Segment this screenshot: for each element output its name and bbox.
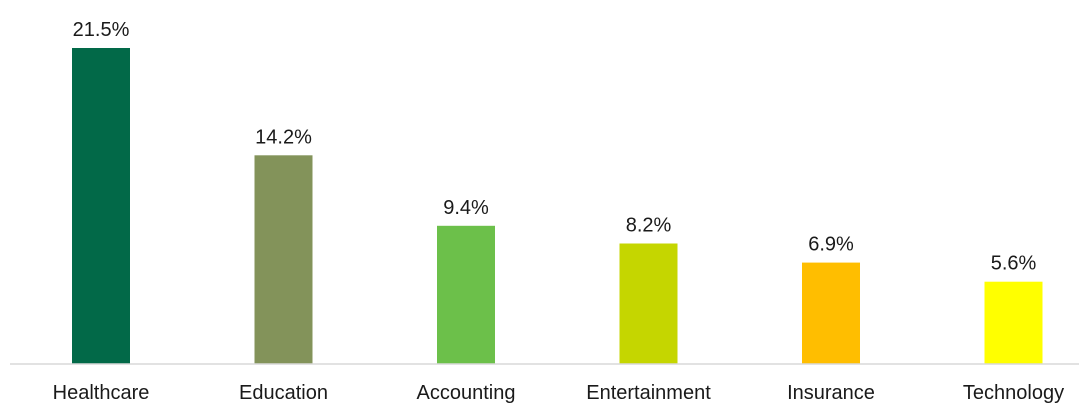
category-label-insurance: Insurance — [787, 382, 875, 404]
bar-education — [254, 155, 313, 364]
bar-entertainment — [619, 243, 678, 364]
bar-accounting — [437, 225, 495, 364]
bars-layer — [72, 48, 1043, 364]
category-label-entertainment: Entertainment — [586, 382, 711, 404]
bar-healthcare — [72, 48, 130, 364]
value-label-education: 14.2% — [255, 126, 312, 148]
category-labels-layer: Healthcare Education Accounting Entertainme… — [53, 382, 1064, 404]
bar-technology — [984, 281, 1043, 364]
bar-insurance — [802, 262, 860, 364]
category-label-education: Education — [239, 382, 328, 404]
value-labels-layer: 21.5% 14.2% 9.4% 8.2% 6.9% 5.6% — [73, 19, 1037, 275]
value-label-healthcare: 21.5% — [73, 19, 130, 41]
value-label-technology: 5.6% — [991, 253, 1037, 275]
value-label-insurance: 6.9% — [808, 234, 854, 256]
category-label-technology: Technology — [963, 382, 1064, 404]
category-label-healthcare: Healthcare — [53, 382, 150, 404]
value-label-entertainment: 8.2% — [626, 215, 672, 237]
category-label-accounting: Accounting — [417, 382, 516, 404]
value-label-accounting: 9.4% — [443, 197, 489, 219]
